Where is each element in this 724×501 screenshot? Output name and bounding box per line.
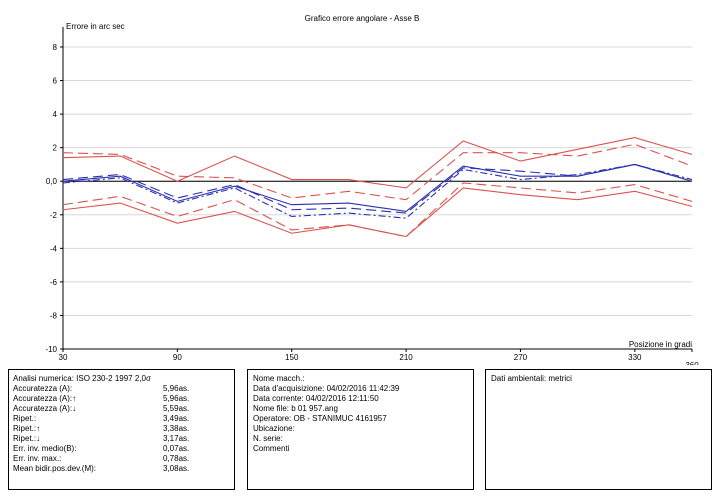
analysis-row: Ripet.: 3,49as. <box>13 414 230 424</box>
series-line-6 <box>62 163 693 214</box>
y-tick-label: -8 <box>50 311 58 320</box>
environment-header: Dati ambientali: metrici <box>491 374 572 383</box>
y-tick-label: 6 <box>53 77 58 86</box>
analysis-value: 3,49as. <box>163 414 190 423</box>
analysis-label: Ripet.:↓ <box>13 434 41 443</box>
analysis-value: 5,59as. <box>163 404 190 413</box>
x-tick-label: 90 <box>173 353 182 362</box>
environment-panel: Dati ambientali: metrici <box>485 369 712 490</box>
info-line: Data corrente: 04/02/2016 12:11:50 <box>253 394 379 403</box>
analysis-header: Analisi numerica: ISO 230-2 1997 2,0σ <box>13 374 151 383</box>
y-tick-label: 0,0 <box>46 177 58 186</box>
grid <box>63 46 692 350</box>
series-line-7 <box>62 163 693 219</box>
info-line: N. serie: <box>253 434 283 443</box>
series-line-4 <box>62 187 693 238</box>
y-tick-label: -10 <box>45 345 57 354</box>
y-tick-label: -6 <box>50 278 58 287</box>
x-tick-label: 30 <box>59 353 68 362</box>
y-tick-label: 2 <box>53 144 58 153</box>
analysis-label: Ripet.:↑ <box>13 424 41 433</box>
info-lines: Nome macch.: Data d'acquisizione: 04/02/2… <box>253 374 468 454</box>
info-line: Data d'acquisizione: 04/02/2016 11:42:39 <box>253 384 400 393</box>
y-tick-label: 8 <box>53 43 58 52</box>
analysis-row: Ripet.:↓ 3,17as. <box>13 434 230 444</box>
series-line-3 <box>62 182 693 238</box>
analysis-value: 3,38as. <box>163 424 190 433</box>
analysis-row: Accuratezza (A):↑ 5,96as. <box>13 394 230 404</box>
x-tick-label: 270 <box>514 353 528 362</box>
analysis-label: Mean bidir.pos.dev.(M): <box>13 464 96 473</box>
chart-title: Grafico errore angolare - Asse B <box>305 14 420 23</box>
y-tick-label: -2 <box>50 211 58 220</box>
analysis-rows: Accuratezza (A): 5,96as. Accuratezza (A):↑… <box>13 384 230 474</box>
series-lines <box>62 137 693 238</box>
analysis-label: Err. inv. max.: <box>13 454 62 463</box>
info-line: Commenti <box>253 444 290 453</box>
analysis-row: Ripet.:↑ 3,38as. <box>13 424 230 434</box>
analysis-label: Accuratezza (A): <box>13 384 73 393</box>
analysis-label: Ripet.: <box>13 414 37 423</box>
analysis-value: 0,78as. <box>163 454 190 463</box>
analysis-label: Err. inv. medio(B): <box>13 444 77 453</box>
analysis-value: 5,96as. <box>163 384 190 393</box>
series-line-5 <box>62 163 693 213</box>
analysis-value: 3,17as. <box>163 434 190 443</box>
x-tick-label: 360 <box>685 361 699 365</box>
y-tick-label: 4 <box>53 110 58 119</box>
series-line-2 <box>62 143 693 201</box>
analysis-value: 3,08as. <box>163 464 190 473</box>
analysis-label: Accuratezza (A):↓ <box>13 404 77 413</box>
x-tick-labels: 30 90 150 210 270 330 360 <box>59 353 700 365</box>
info-line: Operatore: OB - STANIMUC 4161957 <box>253 414 387 423</box>
analysis-row: Accuratezza (A): 5,96as. <box>13 384 230 394</box>
axes <box>60 27 693 352</box>
series-line-1 <box>62 137 693 189</box>
x-tick-label: 150 <box>285 353 299 362</box>
analysis-row: Mean bidir.pos.dev.(M): 3,08as. <box>13 464 230 474</box>
info-line: Nome macch.: <box>253 374 305 383</box>
analysis-label: Accuratezza (A):↑ <box>13 394 77 403</box>
info-line: Ubicazione: <box>253 424 295 433</box>
analysis-value: 5,96as. <box>163 394 190 403</box>
y-axis-title: Errore in arc sec <box>66 22 125 31</box>
analysis-panel: Analisi numerica: ISO 230-2 1997 2,0σ Ac… <box>8 369 235 490</box>
x-tick-label: 210 <box>399 353 413 362</box>
y-tick-labels: 8 6 4 2 0,0 -2 -4 -6 -8 -10 <box>45 43 57 354</box>
x-axis-title: Posizione in gradi <box>629 340 692 349</box>
analysis-row: Err. inv. medio(B): 0,07as. <box>13 444 230 454</box>
info-panel: Nome macch.: Data d'acquisizione: 04/02/2… <box>247 369 474 490</box>
info-line: Nome file: b 01 957.ang <box>253 404 338 413</box>
analysis-value: 0,07as. <box>163 444 190 453</box>
error-chart: Grafico errore angolare - Asse B Errore … <box>45 14 700 365</box>
analysis-row: Accuratezza (A):↓ 5,59as. <box>13 404 230 414</box>
y-tick-label: -4 <box>50 244 58 253</box>
x-tick-label: 330 <box>628 353 642 362</box>
analysis-row: Err. inv. max.: 0,78as. <box>13 454 230 464</box>
